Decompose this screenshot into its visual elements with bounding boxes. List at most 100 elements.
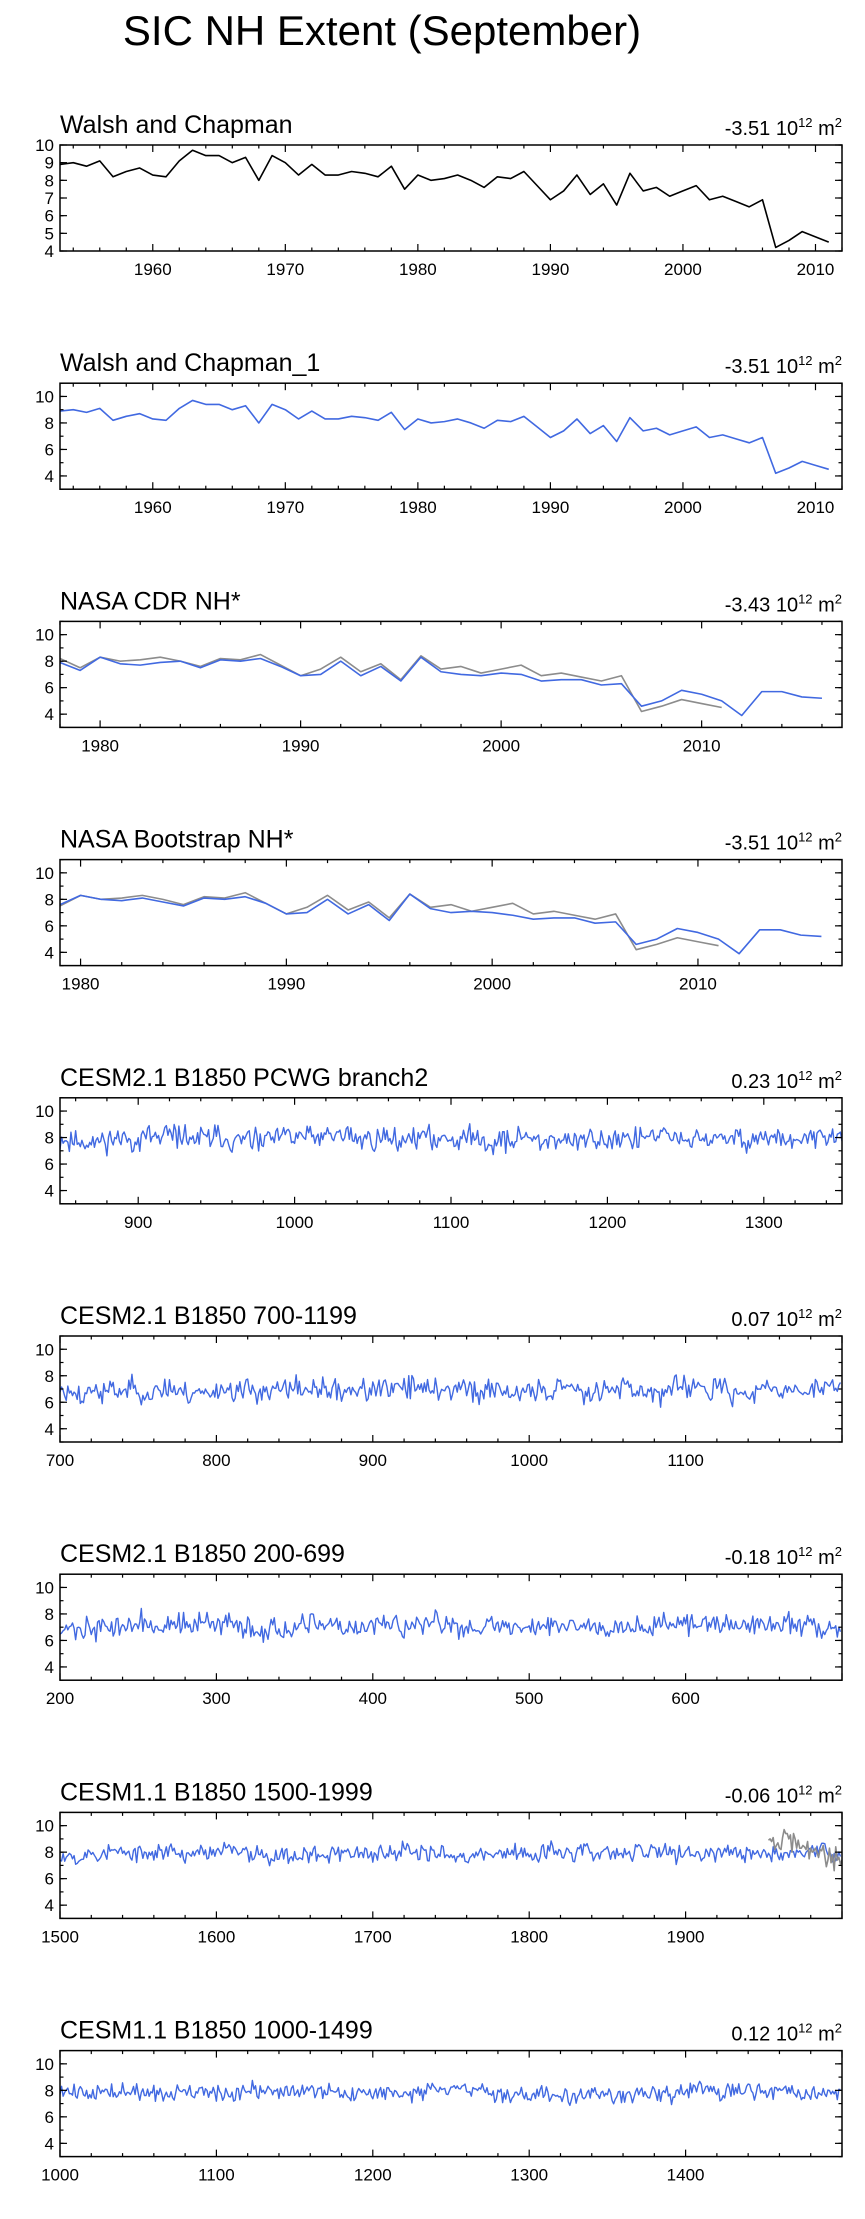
y-tick-label: 10 bbox=[35, 864, 54, 883]
y-tick-label: 6 bbox=[45, 1393, 54, 1412]
x-tick-label: 1200 bbox=[354, 2166, 392, 2185]
x-tick-label: 1960 bbox=[134, 498, 172, 517]
x-tick-label: 700 bbox=[46, 1451, 74, 1470]
y-tick-label: 8 bbox=[45, 890, 54, 909]
panel-4: NASA Bootstrap NH* -3.51 1012 m2 4 6 8 10 1980… bbox=[35, 826, 843, 994]
x-tick-label: 1990 bbox=[267, 975, 305, 994]
figure-title: SIC NH Extent (September) bbox=[123, 7, 641, 54]
y-tick-label: 4 bbox=[45, 1658, 54, 1677]
x-tick-label: 1980 bbox=[62, 975, 100, 994]
panel-title: Walsh and Chapman_1 bbox=[60, 349, 320, 377]
series-line bbox=[60, 399, 829, 475]
x-tick-label: 1100 bbox=[667, 1451, 704, 1470]
x-tick-label: 1970 bbox=[266, 498, 304, 517]
y-tick-label: 6 bbox=[45, 679, 54, 698]
y-tick-label: 10 bbox=[35, 1817, 54, 1836]
y-tick-label: 10 bbox=[35, 1578, 54, 1597]
plot-frame bbox=[59, 1811, 843, 1920]
panel-title: NASA Bootstrap NH* bbox=[60, 826, 294, 854]
x-tick-label: 900 bbox=[124, 1213, 152, 1232]
x-tick-label: 2000 bbox=[664, 498, 702, 517]
x-tick-label: 1990 bbox=[531, 498, 569, 517]
series-line bbox=[60, 891, 719, 951]
x-tick-label: 400 bbox=[359, 1689, 387, 1708]
series-line bbox=[60, 653, 722, 713]
trend-label: -0.06 1012 m2 bbox=[725, 1782, 842, 1807]
plot-frame bbox=[59, 1335, 843, 1443]
y-tick-label: 10 bbox=[35, 1340, 54, 1359]
trend-label: 0.23 1012 m2 bbox=[731, 1068, 842, 1093]
series-line bbox=[767, 1828, 842, 1872]
panels: Walsh and Chapman -3.51 1012 m24567891019… bbox=[35, 111, 843, 2185]
y-tick-label: 8 bbox=[45, 171, 54, 190]
plot-frame bbox=[59, 620, 843, 729]
y-tick-label: 4 bbox=[45, 2134, 54, 2153]
y-tick-label: 7 bbox=[45, 189, 54, 208]
x-tick-label: 900 bbox=[359, 1451, 387, 1470]
panel-5: CESM2.1 B1850 PCWG branch2 0.23 1012 m2 4 6… bbox=[35, 1064, 843, 1232]
x-tick-label: 1300 bbox=[745, 1213, 783, 1232]
y-tick-label: 6 bbox=[45, 1870, 54, 1889]
series-line bbox=[60, 2079, 841, 2107]
x-tick-label: 1970 bbox=[266, 260, 304, 279]
x-tick-label: 1500 bbox=[41, 1927, 79, 1946]
x-tick-label: 1980 bbox=[399, 260, 437, 279]
panel-title: CESM2.1 B1850 200-699 bbox=[60, 1540, 345, 1568]
panel-2: Walsh and Chapman_1 -3.51 1012 m2 4 6 8 10 196… bbox=[35, 349, 843, 517]
series-line bbox=[60, 656, 823, 717]
panel-6: CESM2.1 B1850 700-1199 0.07 1012 m2 4 6 8 10 7… bbox=[35, 1302, 843, 1470]
series-line bbox=[60, 1373, 842, 1408]
x-tick-label: 2010 bbox=[683, 736, 721, 755]
y-tick-label: 6 bbox=[45, 440, 54, 459]
y-tick-label: 8 bbox=[45, 414, 54, 433]
y-tick-label: 4 bbox=[45, 1420, 54, 1439]
y-tick-label: 4 bbox=[45, 1896, 54, 1915]
trend-label: 0.07 1012 m2 bbox=[731, 1306, 842, 1331]
trend-label: -0.18 1012 m2 bbox=[725, 1544, 842, 1569]
y-tick-label: 6 bbox=[45, 207, 54, 226]
panel-title: CESM1.1 B1850 1000-1499 bbox=[60, 2017, 373, 2045]
y-tick-label: 5 bbox=[45, 224, 54, 243]
y-tick-label: 10 bbox=[35, 136, 54, 155]
x-tick-label: 2000 bbox=[664, 260, 702, 279]
y-tick-label: 4 bbox=[45, 705, 54, 724]
series-line bbox=[60, 893, 822, 955]
x-tick-label: 1980 bbox=[81, 736, 119, 755]
plot-frame bbox=[59, 1097, 843, 1205]
series-line bbox=[60, 1840, 842, 1867]
y-tick-label: 4 bbox=[45, 242, 54, 261]
y-tick-label: 4 bbox=[45, 467, 54, 486]
plot-frame bbox=[59, 2049, 843, 2158]
plot-frame bbox=[59, 144, 843, 252]
x-tick-label: 1600 bbox=[197, 1927, 235, 1946]
x-tick-label: 800 bbox=[202, 1451, 230, 1470]
y-tick-label: 6 bbox=[45, 1155, 54, 1174]
x-tick-label: 1000 bbox=[510, 1451, 548, 1470]
x-tick-label: 1990 bbox=[282, 736, 320, 755]
x-tick-label: 1100 bbox=[198, 2166, 235, 2185]
y-tick-label: 8 bbox=[45, 1843, 54, 1862]
y-tick-label: 8 bbox=[45, 2081, 54, 2100]
series-line bbox=[60, 1123, 842, 1157]
y-tick-label: 10 bbox=[35, 1102, 54, 1121]
x-tick-label: 1990 bbox=[531, 260, 569, 279]
trend-label: 0.12 1012 m2 bbox=[731, 2021, 842, 2046]
x-tick-label: 1700 bbox=[354, 1927, 392, 1946]
x-tick-label: 2010 bbox=[679, 975, 717, 994]
x-tick-label: 300 bbox=[202, 1689, 230, 1708]
y-tick-label: 10 bbox=[35, 387, 54, 406]
x-tick-label: 2000 bbox=[482, 736, 520, 755]
x-tick-label: 1000 bbox=[276, 1213, 314, 1232]
y-tick-label: 8 bbox=[45, 1367, 54, 1386]
trend-label: -3.51 1012 m2 bbox=[725, 353, 842, 378]
x-tick-label: 200 bbox=[46, 1689, 74, 1708]
x-tick-label: 1300 bbox=[510, 2166, 548, 2185]
y-tick-label: 8 bbox=[45, 1129, 54, 1148]
y-tick-label: 9 bbox=[45, 154, 54, 173]
x-tick-label: 1960 bbox=[134, 260, 172, 279]
x-tick-label: 1900 bbox=[667, 1927, 705, 1946]
panel-title: Walsh and Chapman bbox=[60, 111, 293, 139]
y-tick-label: 6 bbox=[45, 1631, 54, 1650]
